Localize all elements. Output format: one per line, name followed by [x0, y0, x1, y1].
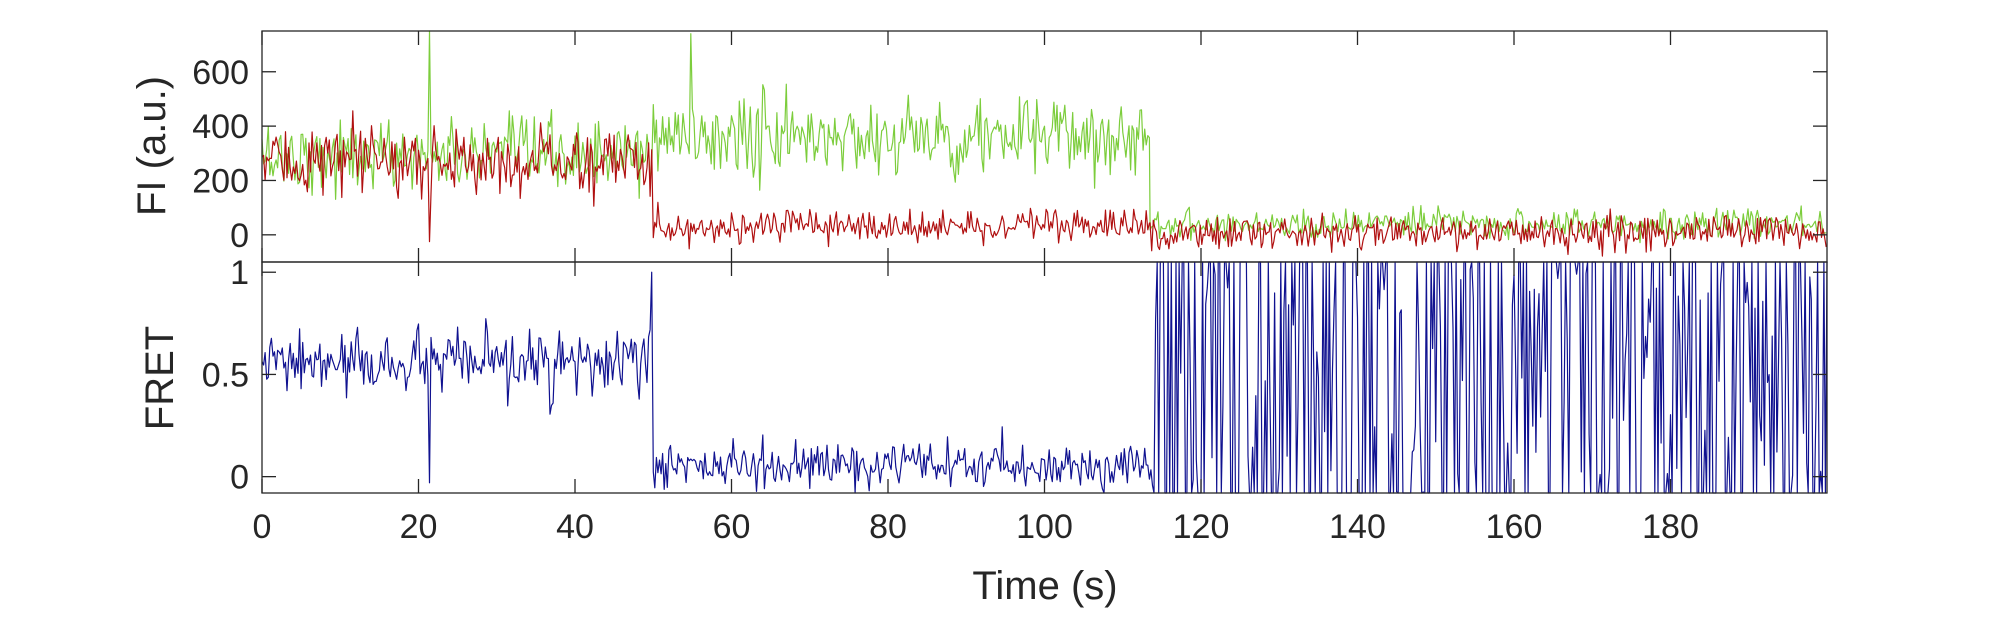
series-line-1 — [261, 30, 1827, 244]
fluorescence-y-axis-label: FI (a.u.) — [130, 76, 174, 216]
series-line-1 — [261, 261, 1828, 494]
x-tick-label: 140 — [1329, 508, 1386, 546]
fluorescence-traces — [261, 30, 1827, 257]
fret-plot-frame — [261, 261, 1828, 494]
fret-panel: 0 0.5 1 0 20 40 60 80 100 120 140 160 180 FRET Time … — [138, 254, 1828, 608]
x-tick-label: 20 — [400, 508, 438, 546]
x-tick-label: 0 — [253, 508, 272, 546]
fluorescence-axes: 0 200 400 600 — [192, 31, 1827, 262]
y-tick-label: 200 — [192, 162, 249, 200]
x-tick-label: 180 — [1642, 508, 1699, 546]
y-tick-label: 0 — [230, 217, 249, 255]
fret-axes: 0 0.5 1 0 20 40 60 80 100 120 140 160 180 — [202, 254, 1827, 546]
x-tick-label: 160 — [1486, 508, 1543, 546]
series-line-2 — [261, 110, 1827, 257]
x-tick-label: 120 — [1173, 508, 1230, 546]
fret-traces — [261, 261, 1828, 494]
fluorescence-panel: 0 200 400 600 FI (a.u.) — [130, 30, 1828, 263]
x-axis-label: Time (s) — [972, 564, 1117, 608]
y-tick-label: 0.5 — [202, 356, 249, 394]
y-tick-label: 400 — [192, 108, 249, 146]
x-tick-label: 80 — [869, 508, 907, 546]
y-tick-label: 1 — [230, 254, 249, 292]
y-tick-label: 600 — [192, 54, 249, 92]
x-tick-label: 100 — [1016, 508, 1073, 546]
x-tick-label: 60 — [713, 508, 751, 546]
fret-y-axis-label: FRET — [138, 326, 182, 430]
x-tick-label: 40 — [556, 508, 594, 546]
y-tick-label: 0 — [230, 459, 249, 497]
